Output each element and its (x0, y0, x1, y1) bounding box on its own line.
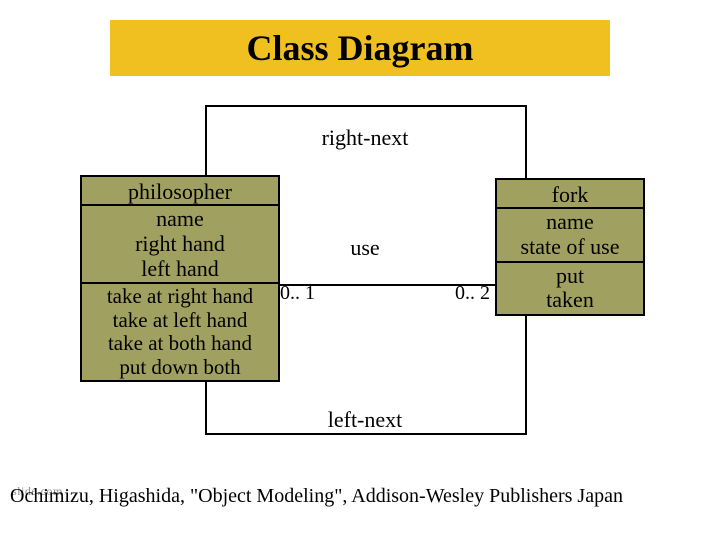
class-attributes: name right hand left hand (82, 206, 278, 282)
op: take at right hand (88, 285, 272, 309)
page-title: Class Diagram (247, 27, 474, 69)
op: put down both (88, 356, 272, 380)
class-philosopher: philosopher name right hand left hand ta… (80, 175, 280, 382)
attr: name (88, 207, 272, 232)
class-name: philosopher (82, 177, 278, 206)
association-name: use (330, 235, 400, 261)
class-operations: put taken (497, 261, 643, 314)
citation-text: Ochimizu, Higashida, "Object Modeling", … (10, 485, 710, 508)
multiplicity-right: 0.. 2 (440, 282, 490, 305)
op: put (503, 264, 637, 289)
class-attributes: name state of use (497, 209, 643, 260)
assoc-role-right-next: right-next (300, 125, 430, 151)
attr: name (503, 210, 637, 235)
attr: left hand (88, 257, 272, 282)
title-banner: Class Diagram (110, 20, 610, 76)
op: take at left hand (88, 309, 272, 333)
assoc-role-left-next: left-next (300, 407, 430, 433)
op: taken (503, 288, 637, 313)
class-fork: fork name state of use put taken (495, 178, 645, 316)
attr: state of use (503, 235, 637, 260)
class-operations: take at right hand take at left hand tak… (82, 282, 278, 380)
op: take at both hand (88, 332, 272, 356)
class-name: fork (497, 180, 643, 209)
multiplicity-left: 0.. 1 (280, 282, 330, 305)
attr: right hand (88, 232, 272, 257)
